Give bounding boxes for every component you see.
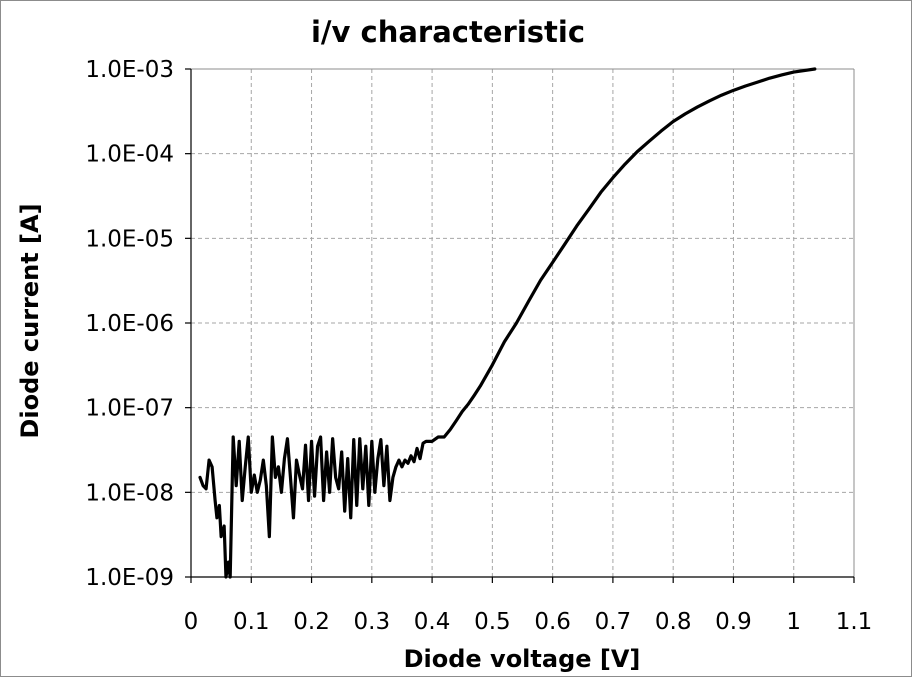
x-tick-label: 0.2: [293, 609, 330, 635]
x-tick-label: 0.8: [655, 609, 692, 635]
x-axis-title: Diode voltage [V]: [404, 645, 641, 673]
x-tick-label: 0.7: [595, 609, 632, 635]
grid-layer: [191, 68, 855, 577]
x-tick-label: 1.1: [836, 609, 873, 635]
tick-layer: 0 0.1 0.2 0.3 0.4 0.5 0.6 0.7 0.8 0.9 1 1.1 1.0E-03 1…: [85, 57, 872, 635]
x-tick-label: 0: [184, 609, 199, 635]
y-tick-label: 1.0E-08: [85, 480, 174, 506]
x-tick-label: 1: [786, 609, 801, 635]
y-tick-label: 1.0E-04: [85, 142, 174, 168]
y-tick-label: 1.0E-06: [85, 311, 174, 337]
x-tick-label: 0.9: [715, 609, 752, 635]
x-tick-label: 0.6: [534, 609, 571, 635]
series-layer: [198, 67, 817, 579]
chart-title: i/v characteristic: [311, 15, 585, 49]
y-tick-label: 1.0E-07: [85, 396, 174, 422]
x-tick-label: 0.3: [354, 609, 391, 635]
x-tick-label: 0.5: [474, 609, 511, 635]
y-axis-title: Diode current [A]: [16, 203, 44, 438]
y-tick-label: 1.0E-09: [85, 565, 174, 591]
series-line-0: [198, 67, 817, 579]
y-tick-label: 1.0E-05: [85, 226, 174, 252]
y-tick-label: 1.0E-03: [85, 57, 174, 83]
x-tick-label: 0.1: [233, 609, 270, 635]
x-tick-label: 0.4: [414, 609, 451, 635]
